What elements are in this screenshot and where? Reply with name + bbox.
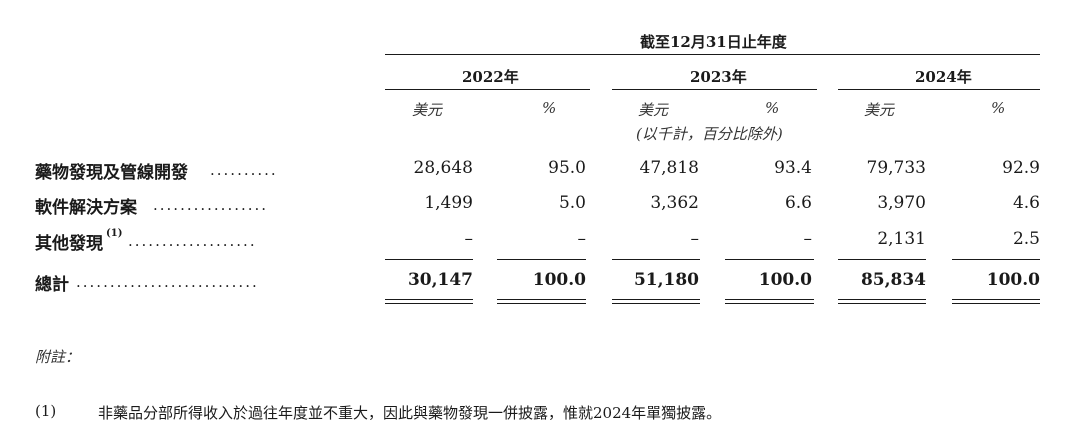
subtotal-rule [612, 259, 700, 260]
subtotal-rule [497, 259, 586, 260]
cell-2023-percent: 6.6 [784, 193, 812, 213]
cell-2024-amount: 79,733 [866, 158, 926, 178]
footnote-marker: (1) [106, 228, 123, 239]
total-double-rule [612, 303, 700, 304]
cell-2022-percent: 5.0 [558, 193, 586, 213]
cell-2022-amount: – [464, 229, 474, 249]
cell-2024-total-percent: 100.0 [986, 270, 1040, 290]
cell-2024-percent: 4.6 [1012, 193, 1040, 213]
total-double-rule [838, 299, 926, 300]
unit-currency-2024: 美元 [864, 101, 895, 119]
year-2023-rule [612, 89, 817, 90]
total-double-rule [838, 303, 926, 304]
cell-2023-percent: – [803, 229, 813, 249]
cell-2023-amount: – [690, 229, 700, 249]
subtotal-rule [385, 259, 473, 260]
cell-2024-amount: 2,131 [877, 229, 926, 249]
cell-2022-total-percent: 100.0 [532, 270, 586, 290]
cell-2024-percent: 2.5 [1012, 229, 1040, 249]
row-label-software: 軟件解決方案 [35, 198, 137, 218]
year-2024-header: 2024年 [915, 68, 972, 86]
cell-2023-amount: 47,818 [639, 158, 699, 178]
year-2022-rule [385, 89, 590, 90]
total-double-rule [385, 303, 473, 304]
cell-2022-percent: – [577, 229, 587, 249]
cell-2024-percent: 92.9 [1002, 158, 1040, 178]
total-double-rule [952, 303, 1040, 304]
cell-2022-total-amount: 30,147 [407, 270, 473, 290]
row-leader-dots: ................. [153, 196, 269, 214]
note-marker: (1) [35, 402, 57, 420]
row-label-other-discovery: 其他發現 [35, 234, 103, 254]
year-2024-rule [838, 89, 1040, 90]
year-2023-header: 2023年 [690, 68, 747, 86]
cell-2023-percent: 93.4 [774, 158, 812, 178]
cell-2023-total-percent: 100.0 [758, 270, 812, 290]
total-double-rule [497, 299, 586, 300]
total-double-rule [612, 299, 700, 300]
total-double-rule [725, 303, 814, 304]
cell-2022-amount: 28,648 [413, 158, 473, 178]
header-rule [385, 54, 1040, 55]
row-leader-dots: ........................... [76, 273, 259, 291]
year-2022-header: 2022年 [462, 68, 519, 86]
row-leader-dots: ................... [128, 232, 257, 250]
period-header: 截至12月31日止年度 [640, 33, 787, 51]
row-label-total: 總計 [35, 275, 69, 295]
unit-currency-2022: 美元 [412, 101, 443, 119]
unit-percent-2023: % [765, 99, 780, 117]
subtotal-rule [725, 259, 814, 260]
unit-note: (以千計，百分比除外) [636, 125, 783, 143]
row-label-drug-discovery: 藥物發現及管線開發 [35, 163, 188, 183]
cell-2024-total-amount: 85,834 [860, 270, 926, 290]
cell-2023-total-amount: 51,180 [633, 270, 699, 290]
total-double-rule [725, 299, 814, 300]
unit-currency-2023: 美元 [638, 101, 669, 119]
cell-2022-amount: 1,499 [424, 193, 473, 213]
subtotal-rule [952, 259, 1040, 260]
row-leader-dots: .......... [210, 161, 278, 179]
cell-2022-percent: 95.0 [548, 158, 586, 178]
cell-2024-amount: 3,970 [877, 193, 926, 213]
unit-percent-2022: % [542, 99, 557, 117]
subtotal-rule [838, 259, 926, 260]
unit-percent-2024: % [991, 99, 1006, 117]
notes-title: 附註： [35, 348, 81, 366]
total-double-rule [952, 299, 1040, 300]
total-double-rule [385, 299, 473, 300]
cell-2023-amount: 3,362 [650, 193, 699, 213]
note-text: 非藥品分部所得收入於過往年度並不重大，因此與藥物發現一併披露，惟就2024年單獨… [98, 404, 722, 422]
total-double-rule [497, 303, 586, 304]
